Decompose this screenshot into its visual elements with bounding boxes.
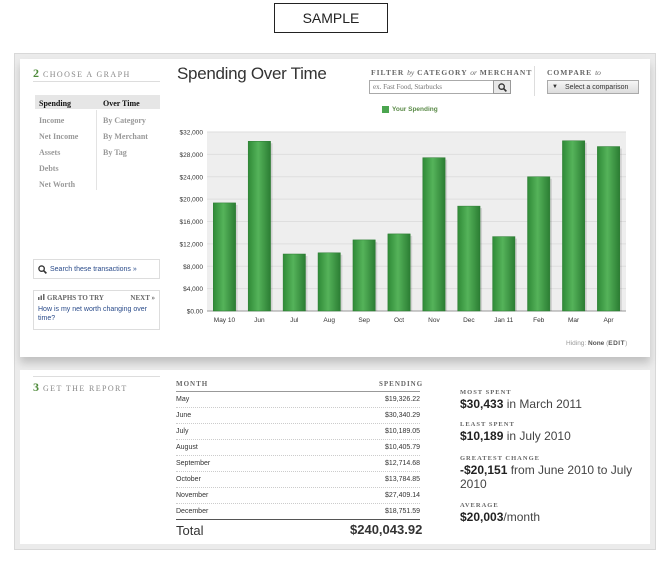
x-tick-label: Jun: [254, 317, 265, 324]
x-tick-label: Aug: [323, 317, 335, 324]
y-tick-label: $16,000: [180, 219, 204, 226]
y-tick-label: $24,000: [180, 174, 204, 181]
graph-type-assets[interactable]: Assets: [39, 148, 61, 157]
x-tick-label: Jul: [290, 317, 299, 324]
greatest-change-value: -$20,151 from June 2010 to July 2010: [460, 463, 633, 491]
graph-view-by-merchant[interactable]: By Merchant: [103, 132, 148, 141]
bar[interactable]: [352, 239, 376, 312]
suggested-graph-link[interactable]: How is my net worth changing over time?: [38, 306, 147, 322]
x-tick-label: Dec: [463, 317, 475, 324]
most-spent-label: MOST SPENT: [460, 389, 512, 396]
bar[interactable]: [317, 252, 341, 312]
graph-view-by-category[interactable]: By Category: [103, 116, 146, 125]
bar[interactable]: [492, 236, 516, 312]
next-link[interactable]: NEXT »: [130, 294, 155, 302]
spending-bar-chart: $0.00 $4,000 $8,000 $12,000 $16,000 $20,000 $2…: [180, 130, 626, 324]
bar[interactable]: [562, 140, 586, 312]
bar[interactable]: [422, 157, 446, 312]
y-tick-label: $20,000: [180, 197, 204, 204]
graph-type-spending[interactable]: Spending: [39, 99, 72, 108]
total-value: $240,043.92: [350, 522, 423, 537]
most-spent-value: $30,433 in March 2011: [460, 397, 582, 411]
edit-hiding-link[interactable]: EDIT: [608, 340, 626, 347]
bar[interactable]: [457, 205, 481, 312]
greatest-change-label: GREATEST CHANGE: [460, 455, 540, 462]
bar[interactable]: [597, 146, 620, 312]
table-row: December $18,751.59: [176, 508, 420, 515]
graph-view-by-tag[interactable]: By Tag: [103, 148, 127, 157]
hiding-status: Hiding: None (EDIT): [566, 340, 628, 347]
x-tick-label: Mar: [568, 317, 580, 324]
graph-view-over-time[interactable]: Over Time: [103, 99, 140, 108]
step-number: 3: [33, 380, 39, 394]
y-tick-label: $32,000: [180, 130, 204, 137]
graphs-to-try-heading: GRAPHS TO TRY: [38, 294, 104, 302]
filter-label: FILTER by CATEGORY or MERCHANT: [371, 68, 533, 77]
least-spent-label: LEAST SPENT: [460, 421, 515, 428]
report-panel: [20, 370, 650, 544]
sample-watermark: SAMPLE: [274, 3, 388, 33]
graph-type-net-worth[interactable]: Net Worth: [39, 180, 76, 189]
average-value: $20,003/month: [460, 510, 541, 524]
x-tick-label: Oct: [394, 317, 404, 324]
table-row: November $27,409.14: [176, 488, 420, 504]
chart-legend: Your Spending: [382, 106, 438, 113]
step-number: 2: [33, 66, 39, 80]
get-report-heading: 3 GET THE REPORT: [33, 380, 128, 394]
bar[interactable]: [213, 202, 236, 312]
magnifier-icon: [38, 264, 47, 274]
table-row: July $10,189.05: [176, 424, 420, 440]
average-label: AVERAGE: [460, 502, 499, 509]
header-divider: [534, 66, 535, 96]
choose-graph-heading: 2 CHOOSE A GRAPH: [33, 66, 131, 80]
table-header-rule: [176, 391, 420, 392]
divider: [33, 81, 160, 82]
table-row: August $10,405.79: [176, 440, 420, 456]
x-tick-label: Feb: [533, 317, 545, 324]
search-icon: [497, 82, 507, 92]
filter-input[interactable]: [369, 80, 511, 94]
bar[interactable]: [247, 141, 271, 312]
y-tick-label: $4,000: [183, 286, 203, 293]
x-tick-label: Nov: [428, 317, 440, 324]
table-row: September $12,714.68: [176, 456, 420, 472]
y-tick-label: $0.00: [187, 309, 204, 316]
chart-title: Spending Over Time: [177, 64, 327, 83]
graph-type-debts[interactable]: Debts: [39, 164, 59, 173]
x-tick-label: Jan 11: [494, 317, 513, 324]
bar[interactable]: [527, 176, 551, 312]
column-header-spending: SPENDING: [379, 380, 424, 388]
menu-selected-row: [35, 95, 160, 109]
dropdown-arrow-icon: ▼: [552, 84, 558, 90]
x-tick-label: Apr: [603, 317, 614, 324]
column-header-month: MONTH: [176, 380, 209, 388]
filter-search-button[interactable]: [493, 80, 511, 94]
compare-label: COMPARE to: [547, 68, 601, 77]
search-transactions-link[interactable]: Search these transactions »: [33, 259, 160, 279]
compare-dropdown[interactable]: ▼ Select a comparison: [547, 80, 639, 94]
y-tick-label: $28,000: [180, 152, 204, 159]
graph-type-income[interactable]: Income: [39, 116, 65, 125]
table-row: October $13,784.85: [176, 472, 420, 488]
graphs-to-try-box: GRAPHS TO TRY NEXT » How is my net worth…: [33, 290, 160, 330]
legend-swatch: [382, 106, 389, 113]
graph-type-net-income[interactable]: Net Income: [39, 132, 79, 141]
y-tick-label: $8,000: [183, 264, 203, 271]
bar-chart-icon: [38, 294, 45, 300]
table-row: June $30,340.29: [176, 408, 420, 424]
bar[interactable]: [387, 233, 411, 312]
total-rule: [176, 519, 420, 520]
table-row: May $19,326.22: [176, 392, 420, 408]
legend-label: Your Spending: [392, 106, 438, 113]
menu-divider: [96, 110, 97, 190]
bar[interactable]: [282, 253, 306, 312]
least-spent-value: $10,189 in July 2010: [460, 429, 571, 443]
y-tick-label: $12,000: [180, 241, 204, 248]
x-tick-label: May 10: [214, 317, 236, 324]
divider: [33, 376, 160, 377]
x-tick-label: Sep: [358, 317, 370, 324]
total-label: Total: [176, 523, 204, 538]
